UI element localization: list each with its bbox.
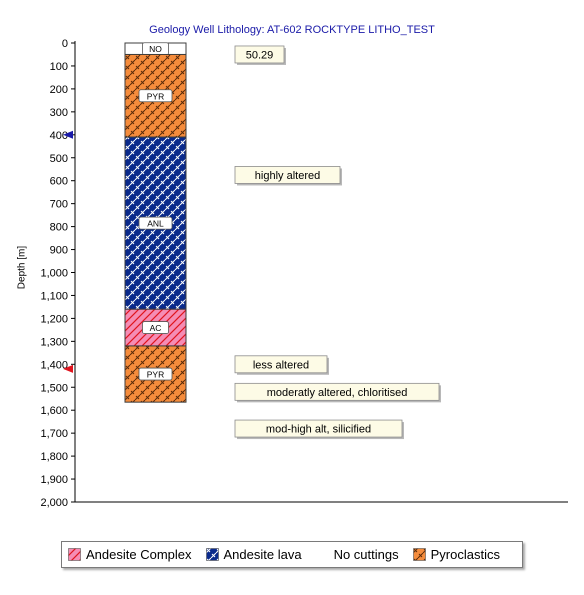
annotation-label: less altered [253,359,309,371]
y-tick-label: 1,700 [40,428,68,440]
y-tick-label: 1,500 [40,382,68,394]
legend-swatch [205,548,219,561]
y-tick-label: 1,100 [40,290,68,302]
legend-label: Andesite Complex [86,547,192,562]
y-tick-label: 500 [50,153,68,165]
interval-code-box [138,216,173,230]
interval-code-label: NO [149,44,162,54]
legend-swatch [412,548,426,561]
annotation-label: 50.29 [246,49,274,61]
y-tick-label: 700 [50,199,68,211]
annotation-box [234,45,285,64]
annotation-box [234,355,328,374]
annotation-label: highly altered [255,170,320,182]
interval-code-box [138,367,173,381]
y-tick-label: 800 [50,222,68,234]
y-tick-label: 2,000 [40,497,68,509]
annotation-box [234,166,341,184]
annotation-label: moderatly altered, chloritised [267,387,408,399]
chart-title: Geology Well Lithology: AT-602 ROCKTYPE … [149,24,435,36]
legend-label: No cuttings [333,547,399,562]
legend-item: Pyroclastics [412,547,500,562]
y-tick-label: 600 [50,176,68,188]
depth-marker-icon [63,364,73,373]
y-tick-label: 1,800 [40,451,68,463]
legend-item: Andesite lava [205,547,302,562]
y-tick-label: 100 [50,61,68,73]
y-tick-label: 300 [50,107,68,119]
interval-code-label: AC [150,323,162,333]
legend: Andesite Complex Andesite lava No cuttings… [61,541,523,568]
legend-label: Andesite lava [223,547,302,562]
interval-code-label: PYR [147,91,164,101]
lithology-log-plot: 0 100 200 300 400 500 600 700 800 900 1,000 1,100 1,… [40,38,568,509]
y-tick-label: 1,900 [40,474,68,486]
y-tick-label: 1,600 [40,405,68,417]
y-tick-label: 400 [50,130,68,142]
y-tick-label: 1,200 [40,313,68,325]
y-tick-label: 1,300 [40,336,68,348]
legend-swatch [68,548,81,561]
y-tick-label: 900 [50,245,68,257]
interval-code-label: PYR [147,370,164,380]
interval-code-box [138,89,173,103]
legend-item: Andesite Complex [68,547,192,562]
annotation-box [234,382,440,401]
interval-code-box [142,321,169,334]
depth-marker-icon [63,130,73,139]
legend-item: No cuttings [316,547,399,562]
annotation-box [234,419,403,438]
y-tick-label: 200 [50,84,68,96]
y-tick-label: 1,400 [40,359,68,371]
legend-label: Pyroclastics [430,547,500,562]
y-tick-label: 0 [62,38,68,50]
interval-code-label: ANL [147,219,164,229]
y-tick-label: 1,000 [40,268,68,280]
annotation-label: mod-high alt, silicified [266,424,371,436]
